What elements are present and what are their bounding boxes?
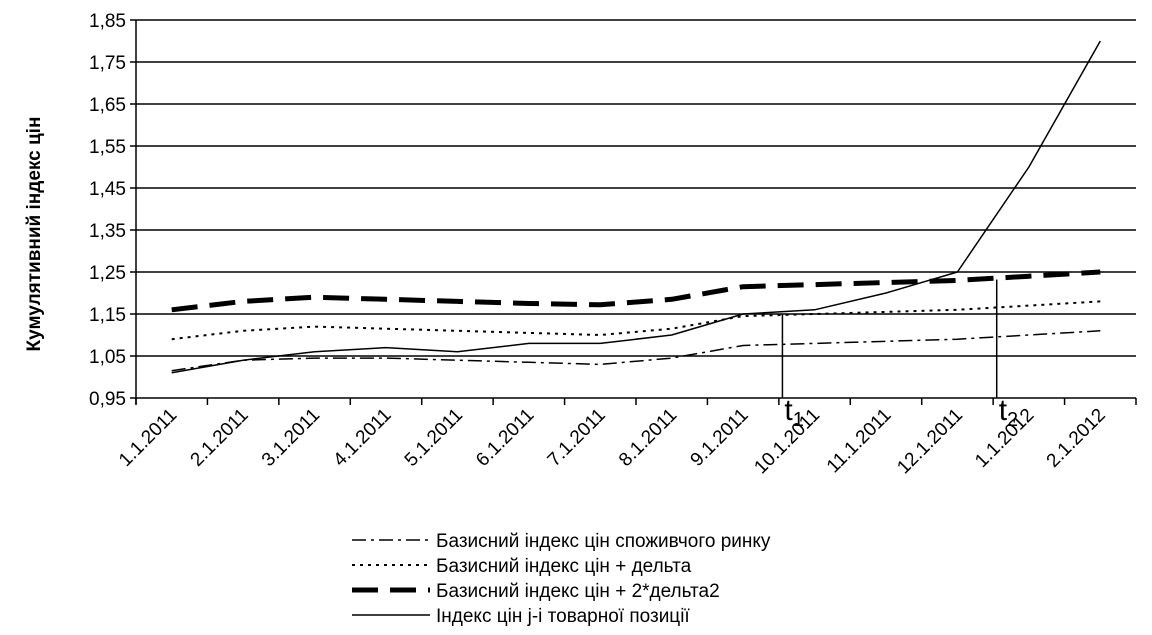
x-tick-label: 9.1.2011 [687,405,753,471]
x-tick-label: 5.1.2011 [401,405,467,471]
x-tick-label: 2.1.2011 [187,405,253,471]
x-tick-label: 11.1.2011 [823,405,896,478]
y-tick-labels: 0,95 1,05 1,15 1,25 1,35 1,45 1,55 1,65 1,75 1,85 [89,11,126,410]
y-tick-label: 1,25 [89,263,126,284]
y-tick-label: 1,35 [89,221,126,242]
x-tick-label: 3.1.2011 [258,405,324,471]
time-marker-label: t2 [999,394,1018,431]
series-line-4 [171,40,1101,374]
legend: Базисний індекс цін споживчого ринку Бази… [352,531,771,627]
y-tick-label: 1,65 [89,95,126,116]
annotations: t1 t2 [781,279,1018,431]
legend-label-1: Базисний індекс цін споживчого ринку [436,531,771,552]
y-tick-label: 1,75 [89,53,126,74]
x-tick-label: 7.1.2011 [544,405,610,471]
y-tick-label: 1,55 [89,137,126,158]
gridlines [130,19,1136,399]
legend-label-3: Базисний індекс цін + 2*дельта2 [436,581,720,602]
x-tick-label: 12.1.2011 [893,405,967,479]
x-tick-label: 6.1.2011 [472,405,538,471]
y-tick-label: 1,45 [89,179,126,200]
axes [135,20,1137,405]
x-tick-label: 1.1.2011 [115,405,181,471]
x-tick-labels: 1.1.2011 2.1.2011 3.1.2011 4.1.2011 5.1.2011… [115,405,1110,479]
series-line-3 [171,269,1101,313]
x-tick-label: 8.1.2011 [615,405,681,471]
legend-label-4: Індекс цін j-і товарної позиції [436,606,690,627]
x-tick-label: 2.1.2012 [1043,405,1110,472]
y-tick-label: 1,85 [89,11,126,32]
legend-label-2: Базисний індекс цін + дельта [436,556,692,577]
y-tick-label: 1,05 [89,347,126,368]
x-tick-label: 4.1.2011 [329,405,395,471]
y-axis-label: Кумулятивний індекс цін [24,117,45,352]
series-lines [171,40,1101,374]
y-tick-label: 0,95 [89,389,126,410]
time-marker-label: t1 [784,394,803,431]
series-line-2 [171,300,1101,341]
y-tick-label: 1,15 [89,305,126,326]
series-line-1 [171,330,1101,372]
